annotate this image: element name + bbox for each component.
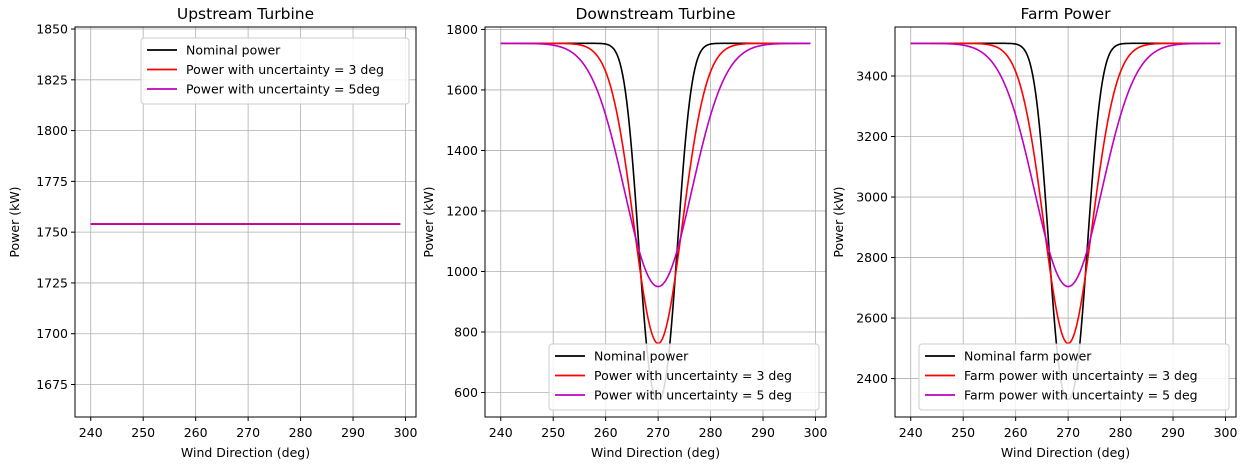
y-tick-label: 1600 xyxy=(446,82,478,97)
y-tick-label: 3000 xyxy=(856,190,888,205)
x-axis-label: Wind Direction (deg) xyxy=(591,445,720,460)
chart-panel-3: 240 250 260 270 280 290 300 2400 2600 2800 3000 320… xyxy=(831,5,1237,460)
chart-panel-1: 240 250 260 270 280 290 300 1675 1700 1725 1750 177… xyxy=(7,5,417,460)
y-tick-label: 1000 xyxy=(446,264,478,279)
x-tick-label: 270 xyxy=(236,425,260,440)
x-tick-label: 270 xyxy=(1056,425,1080,440)
y-axis-label: Power (kW) xyxy=(7,186,22,257)
legend-label-3: Farm power with uncertainty = 5 deg xyxy=(964,388,1198,403)
x-tick-label: 250 xyxy=(131,425,155,440)
legend-box xyxy=(918,343,1230,411)
y-tick-label: 600 xyxy=(454,385,478,400)
y-tick-label: 800 xyxy=(454,324,478,339)
axes-frame xyxy=(74,26,417,418)
axes-frame xyxy=(484,26,827,418)
legend-label-2: Power with uncertainty = 3 deg xyxy=(186,62,384,77)
chart-title: Upstream Turbine xyxy=(177,5,314,23)
x-tick-label: 240 xyxy=(79,425,103,440)
x-tick-label: 250 xyxy=(951,425,975,440)
y-tick-label: 1800 xyxy=(446,22,478,37)
series-line-3 xyxy=(500,42,811,288)
y-axis-label: Power (kW) xyxy=(831,186,846,257)
y-tick-label: 1700 xyxy=(36,326,68,341)
x-tick-label: 300 xyxy=(394,425,418,440)
y-tick-label: 1725 xyxy=(36,275,68,290)
x-tick-label: 280 xyxy=(699,425,723,440)
chart-title: Downstream Turbine xyxy=(576,5,736,23)
y-tick-label: 2600 xyxy=(856,311,888,326)
x-tick-label: 280 xyxy=(1109,425,1133,440)
series-line-2 xyxy=(910,42,1221,345)
legend-label-2: Farm power with uncertainty = 3 deg xyxy=(964,368,1198,383)
chart-panel-2: 240 250 260 270 280 290 300 600 800 1000 1200 1400 1… xyxy=(421,5,827,460)
x-tick-label: 240 xyxy=(899,425,923,440)
x-tick-label: 300 xyxy=(804,425,828,440)
legend-label-1: Nominal farm power xyxy=(964,349,1092,364)
y-tick-label: 3400 xyxy=(856,69,888,84)
x-tick-label: 260 xyxy=(1004,425,1028,440)
x-tick-label: 270 xyxy=(646,425,670,440)
x-tick-label: 260 xyxy=(184,425,208,440)
y-tick-label: 2800 xyxy=(856,250,888,265)
legend-label-3: Power with uncertainty = 5deg xyxy=(186,82,380,97)
legend-label-2: Power with uncertainty = 3 deg xyxy=(594,368,792,383)
y-tick-label: 3200 xyxy=(856,129,888,144)
y-tick-label: 1800 xyxy=(36,123,68,138)
legend-box xyxy=(548,343,820,411)
series-line-2 xyxy=(500,42,811,345)
x-axis-label: Wind Direction (deg) xyxy=(1001,445,1130,460)
legend: Nominal power Power with uncertainty = 3 … xyxy=(548,343,820,411)
x-tick-label: 290 xyxy=(341,425,365,440)
y-tick-label: 1400 xyxy=(446,143,478,158)
x-tick-label: 300 xyxy=(1214,425,1238,440)
y-tick-label: 2400 xyxy=(856,371,888,386)
x-tick-label: 260 xyxy=(594,425,618,440)
y-tick-label: 1750 xyxy=(36,225,68,240)
x-tick-label: 240 xyxy=(489,425,513,440)
legend: Nominal farm power Farm power with uncert… xyxy=(918,343,1230,411)
y-tick-label: 1200 xyxy=(446,203,478,218)
y-tick-label: 1775 xyxy=(36,174,68,189)
legend: Nominal power Power with uncertainty = 3 … xyxy=(140,37,410,105)
x-tick-label: 290 xyxy=(751,425,775,440)
x-axis-label: Wind Direction (deg) xyxy=(181,445,310,460)
legend-label-1: Nominal power xyxy=(594,349,689,364)
series-line-3 xyxy=(910,42,1221,288)
x-tick-label: 250 xyxy=(541,425,565,440)
axes-frame xyxy=(894,26,1237,418)
chart-title: Farm Power xyxy=(1021,5,1112,23)
y-tick-label: 1850 xyxy=(36,22,68,37)
legend-label-1: Nominal power xyxy=(186,43,281,58)
x-tick-label: 280 xyxy=(289,425,313,440)
y-tick-label: 1825 xyxy=(36,72,68,87)
x-tick-label: 290 xyxy=(1161,425,1185,440)
legend-box xyxy=(140,37,410,105)
y-axis-label: Power (kW) xyxy=(421,186,436,257)
y-tick-label: 1675 xyxy=(36,377,68,392)
legend-label-3: Power with uncertainty = 5 deg xyxy=(594,388,792,403)
